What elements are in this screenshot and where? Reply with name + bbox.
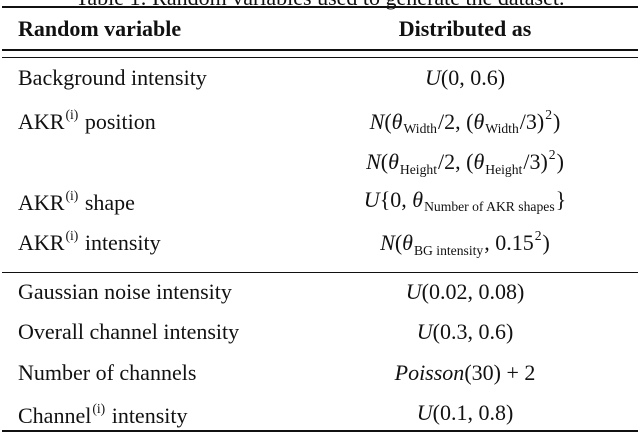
text-segment: (i)	[65, 228, 79, 243]
text-segment: (0, 0.6)	[440, 65, 506, 90]
distribution-cell: U(0, 0.6)	[425, 67, 505, 89]
text-segment: N	[369, 108, 385, 134]
text-segment: Height	[399, 161, 437, 177]
text-segment: )	[542, 230, 550, 256]
text-segment: /3)	[519, 108, 545, 134]
text-segment: θ	[391, 108, 403, 134]
text-segment: U	[424, 65, 441, 90]
text-segment: intensity	[79, 230, 161, 256]
text-segment: Gaussian noise intensity	[18, 278, 232, 304]
text-segment: 2	[534, 228, 542, 243]
distribution-cell: N(θHeight/2, (θHeight/3)2)	[366, 148, 564, 177]
text-segment: θ	[473, 149, 485, 175]
distribution-cell: U(0.02, 0.08)	[405, 278, 525, 304]
text-segment: θ	[388, 149, 399, 175]
variable-cell: Channel(i) intensity	[18, 402, 187, 427]
column-header: Distributed as	[398, 16, 532, 41]
group-rule	[2, 271, 638, 273]
bottom-rule	[2, 430, 638, 432]
distribution-cell: U{0, θNumber of AKR shapes}	[363, 186, 567, 215]
text-segment: AKR	[18, 108, 65, 134]
text-segment: shape	[79, 189, 135, 215]
text-segment: Overall channel intensity	[18, 319, 240, 344]
text-segment: Height	[485, 161, 523, 177]
text-segment: U	[405, 278, 422, 304]
text-segment: U	[416, 400, 433, 425]
text-segment: θ	[402, 230, 413, 256]
variable-cell: Gaussian noise intensity	[18, 278, 232, 304]
text-segment: Width	[485, 121, 519, 137]
text-segment: (30) + 2	[464, 359, 536, 385]
text-segment: (0.3, 0.6)	[432, 319, 514, 344]
table-caption: Table 1: Random variables used to genera…	[75, 0, 564, 9]
text-segment: (i)	[92, 401, 106, 416]
text-segment: θ	[473, 108, 485, 134]
distribution-cell: U(0.3, 0.6)	[417, 321, 514, 343]
text-segment: /3)	[523, 149, 548, 175]
variable-cell: AKR(i) shape	[18, 187, 135, 215]
text-segment: N	[366, 149, 381, 175]
variable-cell: AKR(i) intensity	[18, 229, 161, 254]
text-segment: AKR	[18, 189, 65, 215]
distribution-cell: U(0.1, 0.8)	[417, 402, 514, 424]
variable-cell: Number of channels	[18, 359, 197, 385]
text-segment: (0.1, 0.8)	[432, 400, 514, 425]
text-segment: /2, (	[437, 108, 474, 134]
top-rule	[2, 6, 638, 8]
column-header: Random variable	[18, 16, 182, 41]
text-segment: 2	[545, 106, 553, 122]
text-segment: Channel	[18, 403, 92, 429]
text-segment: AKR	[18, 230, 65, 256]
text-segment: U	[416, 319, 433, 344]
text-segment: θ	[412, 186, 424, 212]
header-rule	[2, 49, 638, 51]
text-segment: N	[380, 230, 395, 256]
text-segment: (i)	[65, 106, 79, 122]
distribution-cell: N(θWidth/2, (θWidth/3)2)	[369, 106, 561, 137]
variable-cell: AKR(i) position	[18, 106, 156, 134]
text-segment: Width	[403, 121, 437, 137]
text-segment: (	[394, 230, 403, 256]
text-segment: (0.02, 0.08)	[421, 278, 525, 304]
text-segment: (	[380, 149, 389, 175]
text-segment: Number of AKR shapes	[424, 199, 555, 215]
text-segment: )	[553, 108, 561, 134]
text-segment: {0,	[379, 186, 413, 212]
text-segment: intensity	[106, 403, 188, 429]
header-rule	[2, 57, 638, 58]
distribution-cell: N(θBG intensity, 0.152)	[380, 229, 550, 258]
distribution-cell: Poisson(30) + 2	[394, 359, 536, 385]
text-segment: Number of channels	[18, 359, 197, 385]
text-segment: )	[556, 149, 564, 175]
text-segment: (i)	[65, 187, 79, 203]
variable-cell: Overall channel intensity	[18, 321, 239, 343]
text-segment: (	[384, 108, 392, 134]
variable-cell: Background intensity	[18, 67, 207, 89]
text-segment: 2	[548, 147, 556, 162]
text-segment: position	[79, 108, 156, 134]
text-segment: BG intensity	[413, 242, 484, 258]
text-segment: , 0.15	[484, 230, 534, 256]
text-segment: }	[555, 186, 567, 212]
text-segment: U	[363, 186, 380, 212]
text-segment: Poisson	[394, 359, 465, 385]
text-segment: /2, (	[437, 149, 474, 175]
text-segment: Background intensity	[18, 65, 207, 90]
